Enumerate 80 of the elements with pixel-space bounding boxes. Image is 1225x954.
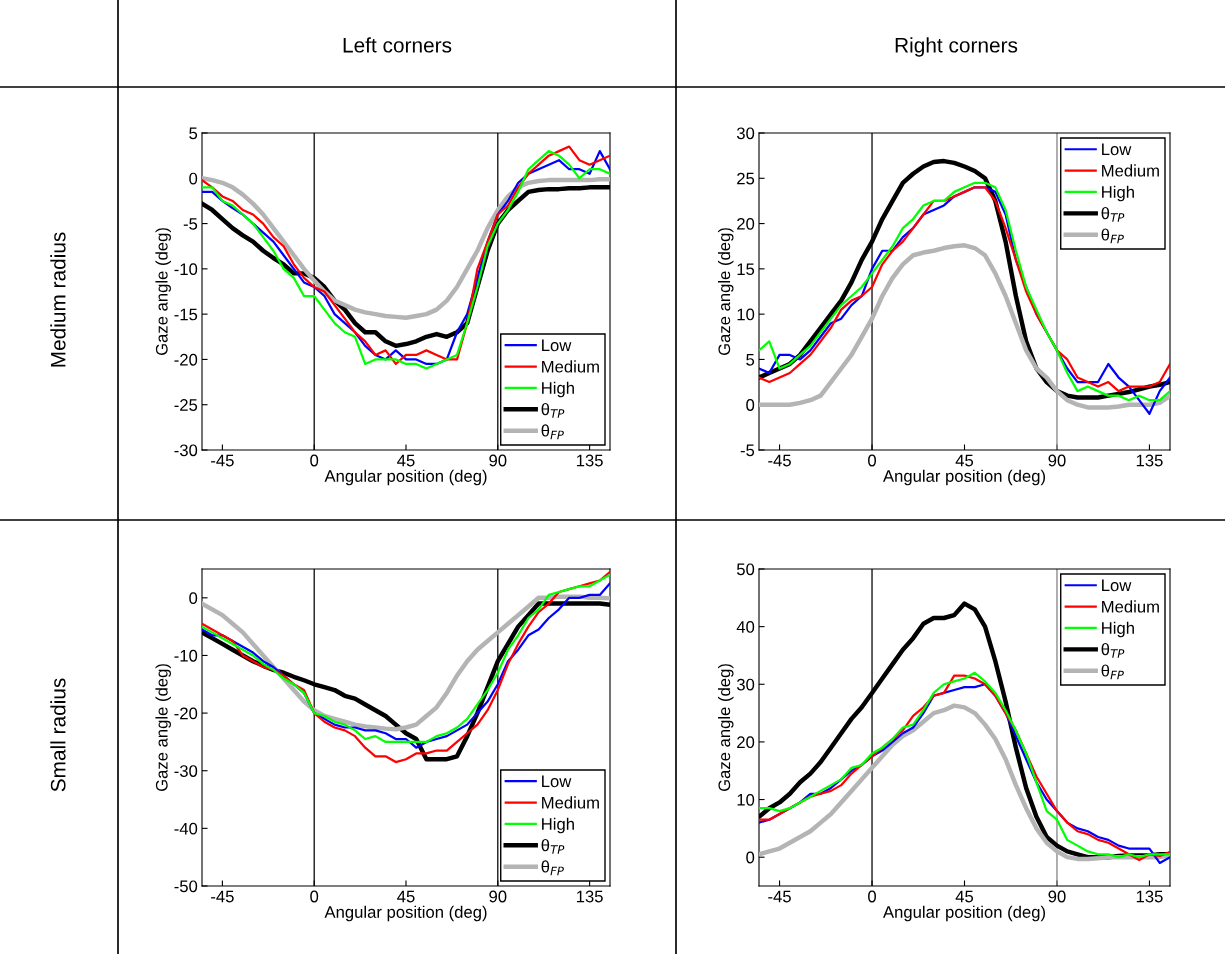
- legend-label: Low: [542, 775, 572, 788]
- y-tick-label: 10: [737, 793, 755, 806]
- y-tick-label: 50: [736, 563, 755, 576]
- x-tick-label: 135: [576, 890, 603, 903]
- y-tick-label: -5: [740, 444, 755, 457]
- chart-title: Right corners: [895, 37, 1018, 57]
- legend-label: θ$_{TP}$: [541, 403, 565, 418]
- x-tick-label: 45: [397, 454, 415, 467]
- legend-label: Medium: [1102, 600, 1159, 613]
- x-axis-title: Angular position (deg): [883, 905, 1045, 922]
- y-tick-label: 0: [189, 592, 198, 605]
- legend-label: Medium: [542, 796, 599, 809]
- x-tick-label: -45: [211, 454, 234, 467]
- legend-label: Low: [1102, 143, 1132, 156]
- y-tick-label: 5: [189, 127, 198, 140]
- y-tick-label: -20: [174, 353, 198, 366]
- x-tick-label: 135: [1136, 454, 1163, 467]
- y-axis-title: Gaze angle (deg): [155, 228, 171, 356]
- y-tick-label: 20: [737, 736, 755, 749]
- y-tick-label: -30: [174, 444, 198, 457]
- y-tick-label: 15: [737, 263, 755, 276]
- x-tick-label: 135: [1136, 890, 1163, 903]
- y-axis-title: Gaze angle (deg): [155, 664, 171, 792]
- x-axis-title: Angular position (deg): [324, 469, 487, 486]
- legend-label: Low: [1102, 579, 1132, 592]
- x-tick-label: 135: [576, 454, 603, 467]
- text: Medium radius: [50, 232, 66, 367]
- y-tick-label: -40: [174, 822, 198, 835]
- x-tick-label: 0: [310, 454, 319, 467]
- y-tick-label: 25: [737, 172, 755, 185]
- y-tick-label: -20: [174, 707, 198, 720]
- x-tick-label: 90: [1048, 454, 1066, 467]
- x-tick-label: 90: [489, 890, 507, 903]
- y-tick-label: -50: [174, 880, 198, 893]
- y-tick-label: 40: [736, 621, 755, 633]
- x-tick-label: 90: [1048, 890, 1066, 903]
- x-tick-label: -45: [768, 454, 791, 467]
- x-tick-label: 0: [310, 890, 319, 903]
- y-tick-label: 0: [189, 172, 198, 185]
- x-tick-label: 90: [489, 454, 507, 467]
- y-tick-label: 20: [737, 217, 755, 230]
- x-tick-label: 45: [955, 454, 974, 467]
- y-tick-label: -5: [183, 218, 198, 230]
- legend-label: High: [1102, 621, 1134, 638]
- legend-label: High: [542, 817, 574, 834]
- y-tick-label: 30: [736, 127, 755, 140]
- y-tick-label: -10: [174, 263, 198, 276]
- legend-label: θ$_{FP}$: [541, 424, 564, 440]
- legend-label: θ$_{FP}$: [1101, 228, 1124, 244]
- x-axis-title: Angular position (deg): [324, 905, 487, 922]
- y-axis-title: Gaze angle (deg): [717, 664, 734, 792]
- legend-label: High: [542, 381, 574, 398]
- legend-label: Medium: [542, 360, 599, 373]
- legend-label: Medium: [1102, 164, 1159, 177]
- legend-label: θ$_{TP}$: [1101, 207, 1125, 222]
- y-tick-label: -15: [174, 308, 198, 321]
- x-tick-label: 0: [868, 890, 877, 903]
- legend-label: θ$_{FP}$: [1101, 664, 1124, 680]
- x-tick-label: 0: [868, 454, 877, 467]
- text: Small radius: [50, 678, 66, 792]
- x-tick-label: -45: [768, 890, 791, 903]
- y-tick-label: 5: [746, 354, 755, 366]
- y-tick-label: 0: [746, 851, 755, 864]
- y-tick-label: 0: [746, 399, 755, 411]
- legend-label: θ$_{TP}$: [541, 839, 565, 854]
- legend-label: High: [1102, 185, 1134, 202]
- legend-label: θ$_{TP}$: [1101, 643, 1125, 658]
- x-tick-label: -45: [211, 890, 234, 903]
- y-tick-label: -25: [174, 399, 198, 411]
- y-axis-title: Gaze angle (deg): [717, 228, 734, 356]
- x-axis-title: Angular position (deg): [883, 469, 1045, 486]
- x-tick-label: 45: [397, 890, 415, 903]
- x-tick-label: 45: [955, 890, 974, 903]
- legend-label: θ$_{FP}$: [541, 860, 564, 876]
- y-tick-label: 10: [737, 308, 755, 321]
- y-tick-label: -10: [174, 649, 198, 662]
- chart-title: Left corners: [343, 37, 452, 53]
- legend-label: Low: [542, 339, 572, 352]
- y-tick-label: 30: [736, 678, 755, 691]
- y-tick-label: -30: [174, 765, 198, 777]
